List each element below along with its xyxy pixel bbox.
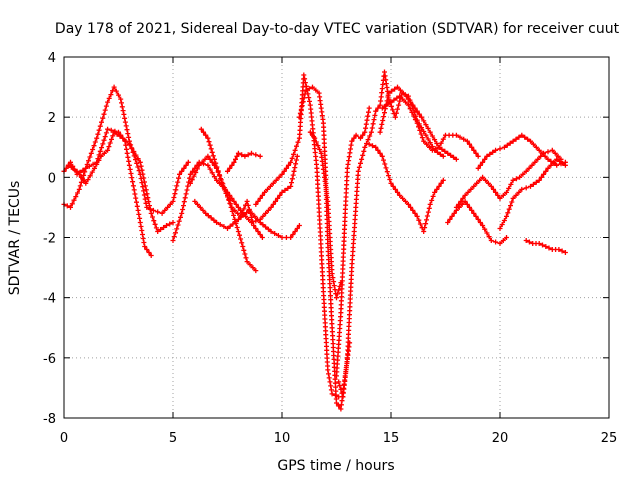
series-sat-o: [377, 84, 459, 162]
series-trace: [379, 86, 457, 160]
series-markers: [170, 153, 300, 243]
series-markers: [225, 150, 263, 174]
y-tick-label: 4: [48, 51, 56, 66]
series-sat-e: [187, 153, 259, 274]
series-trace: [499, 158, 566, 229]
series-markers: [65, 129, 176, 234]
series-sat-d: [170, 153, 300, 243]
x-tick-label: 15: [383, 431, 400, 446]
series-trace: [455, 149, 562, 208]
y-tick-label: 2: [48, 111, 56, 126]
x-tick-label: 25: [601, 431, 618, 446]
series-sat-l: [334, 105, 372, 379]
series-sat-s: [445, 198, 509, 246]
series-sat-g: [225, 150, 263, 174]
series-markers: [307, 129, 344, 301]
y-tick-label: -8: [43, 412, 56, 427]
series-sat-k: [307, 129, 344, 301]
x-tick-label: 10: [274, 431, 291, 446]
series-sat-h: [192, 198, 302, 240]
series-markers: [453, 147, 564, 210]
series-markers: [366, 141, 446, 234]
series-trace: [368, 143, 444, 233]
series-trace: [381, 95, 479, 157]
series-sat-p: [366, 141, 446, 234]
y-tick-label: 0: [48, 171, 56, 186]
series-markers: [334, 105, 372, 379]
series-sat-f: [198, 126, 265, 240]
x-tick-label: 5: [169, 431, 177, 446]
series-markers: [379, 93, 481, 159]
series-markers: [497, 156, 568, 231]
x-tick-label: 0: [60, 431, 68, 446]
series-markers: [187, 153, 259, 274]
series-markers: [377, 84, 459, 162]
series-markers: [192, 198, 302, 240]
y-tick-label: -2: [43, 232, 56, 247]
y-tick-label: -4: [43, 292, 56, 307]
y-axis-label: SDTVAR / TECUs: [7, 181, 23, 296]
series-sat-q: [453, 147, 564, 210]
y-tick-label: -6: [43, 352, 56, 367]
series-markers: [445, 198, 509, 246]
x-tick-label: 20: [492, 431, 509, 446]
series-sat-b: [61, 126, 154, 258]
axis-ticks: 0 5 10 15 20 25 -8 -6 -4 -2 0 2 4: [43, 51, 617, 446]
series-sat-i: [253, 72, 342, 400]
chart-title: Day 178 of 2021, Sidereal Day-to-day VTE…: [55, 21, 620, 37]
series-sat-c: [65, 129, 176, 234]
x-axis-label: GPS time / hours: [277, 458, 394, 474]
series-sat-t: [497, 156, 568, 231]
series-markers: [523, 238, 568, 255]
data-series: [61, 69, 568, 412]
series-sat-u: [523, 238, 568, 255]
series-sat-n: [379, 93, 481, 159]
series-markers: [198, 126, 265, 240]
